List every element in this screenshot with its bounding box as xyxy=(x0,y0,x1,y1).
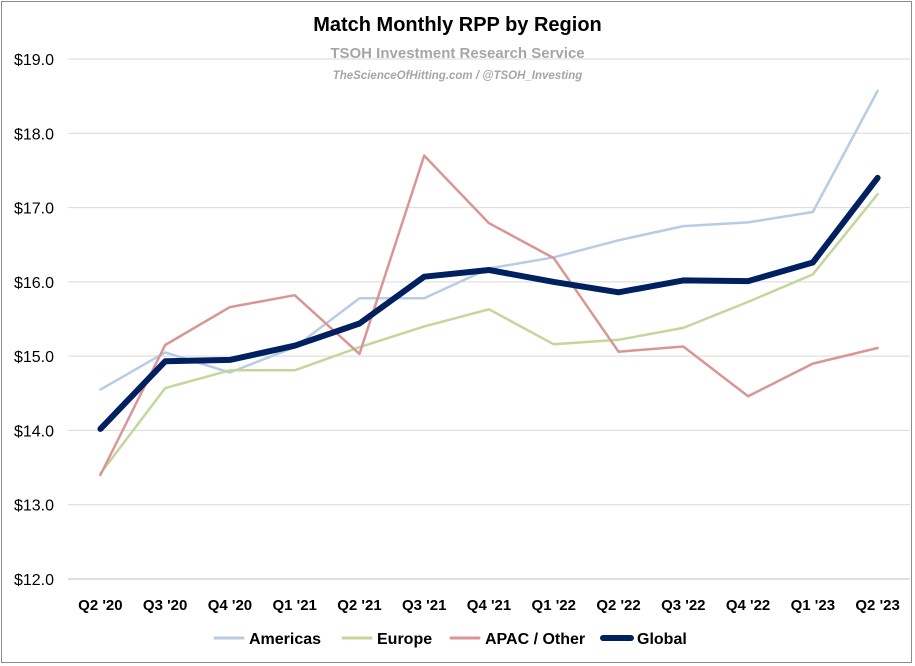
legend-label: APAC / Other xyxy=(485,631,585,648)
y-tick-label: $17.0 xyxy=(14,201,54,218)
y-tick-label: $18.0 xyxy=(14,126,54,143)
x-tick-label: Q3 '22 xyxy=(661,597,705,614)
y-axis-ticks: $12.0 $13.0 $14.0 $15.0 $16.0 $17.0 $18.0 $19.0 xyxy=(14,52,54,589)
series-lines xyxy=(97,89,881,477)
x-tick-label: Q2 '22 xyxy=(596,597,640,614)
x-tick-label: Q4 '22 xyxy=(726,597,770,614)
x-tick-label: Q1 '21 xyxy=(272,597,316,614)
legend-label: Europe xyxy=(377,631,432,648)
watermark-subtext: TheScienceOfHitting.com / @TSOH_Investin… xyxy=(332,70,583,82)
x-tick-label: Q3 '20 xyxy=(143,597,187,614)
y-tick-label: $15.0 xyxy=(14,349,54,366)
x-tick-label: Q1 '23 xyxy=(791,597,835,614)
y-tick-label: $16.0 xyxy=(14,275,54,292)
x-tick-label: Q3 '21 xyxy=(402,597,446,614)
series-line-global xyxy=(97,174,881,432)
series-line-europe xyxy=(99,192,879,475)
x-tick-label: Q1 '22 xyxy=(532,597,576,614)
x-tick-label: Q4 '20 xyxy=(208,597,252,614)
y-tick-label: $12.0 xyxy=(14,572,54,589)
x-tick-label: Q2 '21 xyxy=(337,597,381,614)
legend-label: Americas xyxy=(249,631,321,648)
x-axis-ticks: Q2 '20 Q3 '20 Q4 '20 Q1 '21 Q2 '21 Q3 '21 Q4 '… xyxy=(78,597,900,614)
series-line-apac-other xyxy=(99,154,879,477)
legend: Americas Europe APAC / Other Global xyxy=(213,631,687,648)
legend-label: Global xyxy=(637,631,687,648)
series-line-americas xyxy=(99,89,879,391)
gridlines xyxy=(68,58,910,580)
y-tick-label: $13.0 xyxy=(14,498,54,515)
x-tick-label: Q4 '21 xyxy=(467,597,511,614)
x-tick-label: Q2 '20 xyxy=(78,597,122,614)
watermark-text: TSOH Investment Research Service xyxy=(330,45,585,62)
y-tick-label: $14.0 xyxy=(14,423,54,440)
chart-title: Match Monthly RPP by Region xyxy=(313,14,602,36)
x-tick-label: Q2 '23 xyxy=(855,597,899,614)
y-tick-label: $19.0 xyxy=(14,52,54,69)
